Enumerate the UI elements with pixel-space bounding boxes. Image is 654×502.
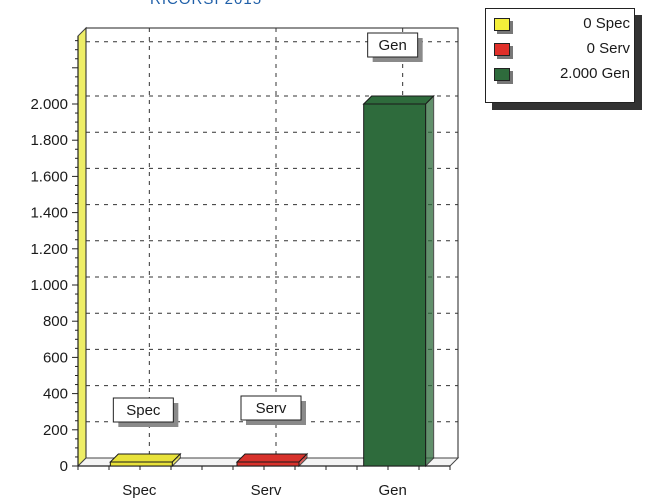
bar-front [236,461,300,467]
chart-title-fragment: RICORSI 2015 [150,0,262,8]
callout-box [240,395,302,421]
callout-box [112,397,174,423]
legend-box: 0 Spec 0 Serv 2.000 Gen [485,8,635,103]
legend-item-spec: 0 Spec [494,15,630,35]
legend-swatch-serv [494,43,510,56]
bar-side [171,452,181,468]
callout-label: Spec [126,402,161,419]
axis-labels: 0 200 400 600 800 1.000 1.200 1.400 1.600 1.800 2.… [30,96,406,499]
y-tick-label: 600 [43,349,68,366]
callout-gen: Gen [367,32,423,62]
bar-gen [362,94,435,468]
bar-callouts: Spec Serv Gen [112,32,423,427]
callout-spec: Spec [112,397,179,427]
bar-side [298,452,308,468]
y-tick-label: 1.000 [30,277,68,294]
bar-front [109,461,173,467]
bars [109,94,435,468]
legend-item-gen: 2.000 Gen [494,65,630,85]
legend-item-serv: 0 Serv [494,40,630,60]
legend: 0 Spec 0 Serv 2.000 Gen [485,8,643,110]
x-tick-label: Gen [378,482,406,499]
y-tick-label: 800 [43,313,68,330]
bar-spec [109,452,182,468]
bar-top [109,453,182,463]
y-tick-label: 1.800 [30,132,68,149]
callout-serv: Serv [240,395,306,425]
left-wall [77,26,87,468]
bar-top [235,453,309,463]
callout-label: Serv [256,400,287,417]
x-tick-label: Serv [251,482,282,499]
legend-label-serv: 0 Serv [586,40,630,57]
y-tick-label: 0 [60,458,68,475]
legend-swatch-gen [494,68,510,81]
bar-top [362,95,435,105]
x-tick-label: Spec [122,482,157,499]
legend-label-spec: 0 Spec [583,15,630,32]
y-tick-label: 200 [43,422,68,439]
bar-side [425,94,435,468]
bar-front [363,103,427,467]
y-tick-label: 1.200 [30,241,68,258]
bar-serv [235,452,309,468]
y-tick-label: 1.600 [30,168,68,185]
callout-box [367,32,419,58]
y-tick-label: 400 [43,386,68,403]
callout-label: Gen [378,37,406,54]
y-tick-label: 2.000 [30,96,68,113]
legend-label-gen: 2.000 Gen [559,65,630,82]
legend-swatch-spec [494,18,510,31]
y-tick-label: 1.400 [30,205,68,222]
